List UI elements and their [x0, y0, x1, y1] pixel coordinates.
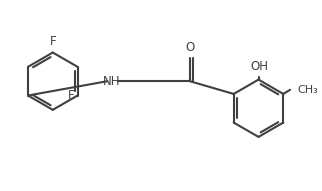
- Text: CH₃: CH₃: [298, 85, 318, 95]
- Text: NH: NH: [103, 75, 120, 88]
- Text: F: F: [50, 35, 56, 48]
- Text: OH: OH: [251, 60, 269, 73]
- Text: O: O: [185, 40, 194, 53]
- Text: F: F: [68, 89, 74, 102]
